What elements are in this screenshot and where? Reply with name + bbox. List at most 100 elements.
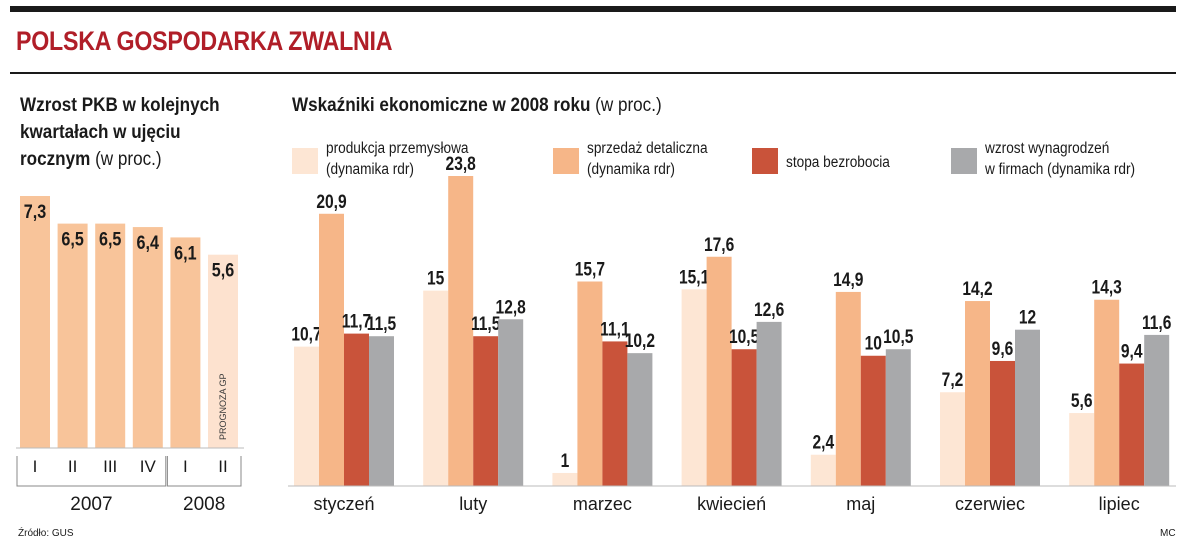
indicator-bar xyxy=(577,281,603,486)
year-bracket xyxy=(166,456,242,487)
legend-label: stopa bezrobocia xyxy=(786,154,890,171)
indicator-bar xyxy=(369,336,394,486)
headline: POLSKA GOSPODARKA ZWALNIA xyxy=(16,26,393,56)
indicator-bar xyxy=(940,392,965,486)
legend-swatch xyxy=(951,148,977,174)
indicator-bar xyxy=(627,353,653,486)
indicator-value-label: 14,9 xyxy=(833,268,864,290)
month-label: kwiecień xyxy=(697,494,766,514)
indicator-bar xyxy=(423,290,449,486)
indicators-chart-title: Wskaźniki ekonomiczne w 2008 roku (w pro… xyxy=(292,92,662,119)
gdp-value-label: 6,5 xyxy=(99,228,122,250)
indicator-bar xyxy=(498,319,524,486)
month-label: marzec xyxy=(573,494,632,514)
top-rule xyxy=(10,6,1176,12)
indicator-value-label: 12 xyxy=(1019,306,1036,328)
legend-swatch xyxy=(553,148,579,174)
indicator-value-label: 10 xyxy=(865,332,882,354)
year-label: 2007 xyxy=(70,494,112,515)
month-label: styczeń xyxy=(313,494,374,514)
indicator-bar xyxy=(1144,334,1170,486)
indicator-value-label: 1 xyxy=(561,449,570,471)
indicator-bar xyxy=(294,346,319,486)
legend-label: produkcja przemysłowa (dynamika rdr) xyxy=(326,140,469,178)
indicator-bar xyxy=(473,336,499,486)
gdp-value-label: 7,3 xyxy=(24,201,47,223)
gdp-bar xyxy=(57,223,88,448)
gdp-bar xyxy=(95,223,126,448)
gdp-quarter-label: II xyxy=(218,457,227,476)
gdp-bar xyxy=(208,254,238,448)
indicator-value-label: 17,6 xyxy=(704,233,735,255)
gdp-value-label: 5,6 xyxy=(212,259,235,281)
indicator-bar xyxy=(552,472,578,486)
indicator-value-label: 11,6 xyxy=(1142,311,1172,333)
source-note: Źródło: GUS xyxy=(18,528,74,539)
indicator-value-label: 9,6 xyxy=(992,337,1014,359)
month-label: luty xyxy=(459,494,487,514)
indicator-bar xyxy=(1094,299,1120,486)
indicator-bar xyxy=(810,454,836,486)
indicator-bar xyxy=(1069,413,1095,486)
gdp-chart-title-text: Wzrost PKB w kolejnych kwartałach w ujęc… xyxy=(20,95,220,170)
indicators-chart-unit: (w proc.) xyxy=(595,95,662,116)
indicator-value-label: 7,2 xyxy=(942,369,964,391)
indicator-bar xyxy=(731,349,757,486)
indicator-bar xyxy=(448,176,474,486)
gdp-chart-title: Wzrost PKB w kolejnych kwartałach w ujęc… xyxy=(20,92,254,173)
month-label: czerwiec xyxy=(955,494,1025,514)
gdp-value-label: 6,4 xyxy=(137,232,160,254)
indicator-bar xyxy=(965,301,990,486)
indicator-bar xyxy=(1119,363,1145,486)
month-label: lipiec xyxy=(1099,494,1140,514)
indicator-value-label: 10,7 xyxy=(291,323,321,345)
author-credit: MC xyxy=(1160,528,1176,539)
indicator-value-label: 15 xyxy=(427,267,445,289)
gdp-quarter-label: III xyxy=(103,457,117,476)
indicator-bar xyxy=(835,291,861,486)
indicator-value-label: 14,2 xyxy=(962,278,992,300)
gdp-value-label: 6,1 xyxy=(174,242,197,264)
indicator-value-label: 11,7 xyxy=(342,310,371,332)
gdp-quarter-label: IV xyxy=(140,457,157,476)
indicator-value-label: 14,3 xyxy=(1092,276,1123,298)
gdp-quarter-label: II xyxy=(68,457,77,476)
legend-swatch xyxy=(292,148,318,174)
indicator-bar xyxy=(860,355,886,486)
year-bracket xyxy=(16,456,167,487)
indicator-bar xyxy=(706,256,732,486)
gdp-value-label: 6,5 xyxy=(61,228,84,250)
indicator-value-label: 10,2 xyxy=(625,330,655,352)
indicator-value-label: 9,4 xyxy=(1121,340,1143,362)
indicator-bar xyxy=(756,321,782,486)
headline-rule xyxy=(10,72,1176,74)
gdp-bar xyxy=(132,227,163,448)
year-label: 2008 xyxy=(183,494,225,515)
indicator-value-label: 20,9 xyxy=(316,190,347,212)
indicator-bar xyxy=(1015,329,1040,486)
indicator-value-label: 5,6 xyxy=(1071,390,1093,412)
gdp-bar xyxy=(20,196,50,448)
gdp-bar xyxy=(170,237,201,448)
indicator-bar xyxy=(990,360,1015,486)
gdp-quarter-label: I xyxy=(33,457,38,476)
indicator-value-label: 11,5 xyxy=(471,313,501,335)
indicator-value-label: 15,1 xyxy=(679,266,710,288)
indicator-bar xyxy=(885,349,911,486)
indicator-value-label: 12,8 xyxy=(496,296,527,318)
legend-swatch xyxy=(752,148,778,174)
indicator-bar xyxy=(602,341,628,486)
indicators-chart-title-text: Wskaźniki ekonomiczne w 2008 roku xyxy=(292,95,591,116)
indicator-value-label: 12,6 xyxy=(754,298,785,320)
indicator-value-label: 10,5 xyxy=(729,326,760,348)
forecast-label: PROGNOZA GP xyxy=(218,373,228,440)
indicator-value-label: 11,5 xyxy=(367,313,397,335)
indicator-value-label: 23,8 xyxy=(446,153,477,175)
indicator-bar xyxy=(319,213,344,486)
indicator-value-label: 10,5 xyxy=(883,326,914,348)
indicator-bar xyxy=(344,333,369,486)
indicator-bar xyxy=(681,289,707,486)
gdp-chart-unit: (w proc.) xyxy=(95,149,162,170)
gdp-quarter-label: I xyxy=(183,457,188,476)
